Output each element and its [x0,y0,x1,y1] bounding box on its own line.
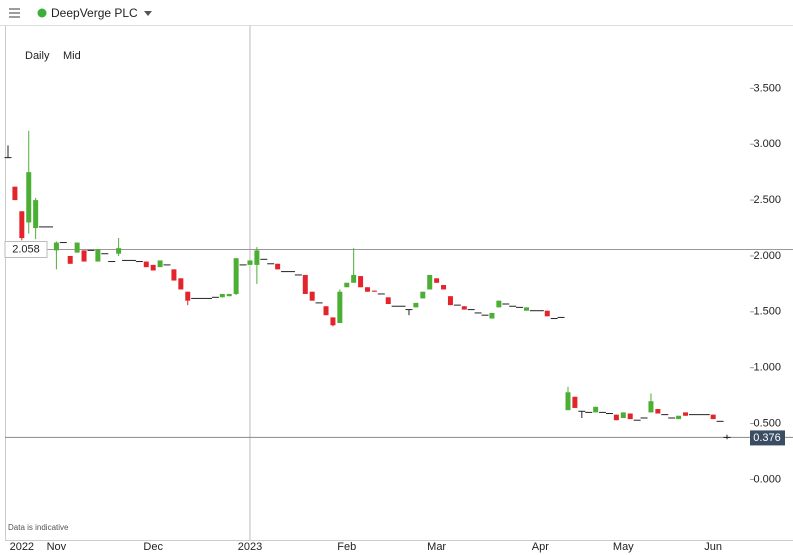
candle-body [655,409,661,414]
candle-body [19,211,25,239]
candle-body [53,242,59,251]
candle-body [81,250,87,262]
candle-body [26,172,32,223]
candle-body [648,401,654,413]
y-tick-label: 2.500 [753,194,781,206]
y-tick-label: 0.500 [753,417,781,429]
candle-body [427,274,433,290]
x-tick-label: Dec [143,541,163,553]
candle-body [461,306,467,310]
candle-body [371,290,377,292]
instrument-title[interactable]: DeepVerge PLC [51,6,138,20]
x-tick-label: 2022 [10,541,34,553]
x-tick-label: May [613,541,634,553]
candle-body [544,310,550,317]
x-tick-label: Nov [47,541,67,553]
candle-body [33,200,39,229]
candle-body [12,186,18,201]
candle-body [275,263,281,270]
menu-icon[interactable] [9,8,20,18]
last-price-label: 0.376 [753,432,781,444]
reference-label: 2.058 [12,243,40,255]
candle-body [441,285,447,290]
x-tick-label: Jun [704,541,722,553]
candle-body [67,255,73,264]
candle-body [593,406,599,413]
candle-body [496,300,502,308]
candle-body [171,269,177,281]
candle-body [683,412,689,416]
x-tick-label: 2023 [238,541,262,553]
candle-body [116,248,122,254]
candle-body [157,260,163,268]
candle-body [309,291,315,301]
y-tick-label: 2.000 [753,250,781,262]
x-tick-label: Mar [427,541,446,553]
candle-body [247,260,253,265]
candle-body [219,293,225,298]
candle-body [385,297,391,305]
candle-body [434,278,440,283]
price-type-label[interactable]: Mid [63,50,81,62]
candle-body [254,250,260,265]
last-price-box [750,430,785,446]
candle-body [447,296,453,306]
candle-body [413,302,419,308]
dropdown-caret[interactable] [144,11,152,16]
y-tick-label: 1.500 [753,306,781,318]
status-dot [37,8,47,18]
candle-body [178,278,184,290]
y-tick-label: 3.000 [753,138,781,150]
candle-body [330,317,336,326]
footnote: Data is indicative [8,523,69,532]
candle-body [337,291,343,324]
candle-body [226,293,232,297]
candle-body [323,306,329,316]
candle-body [620,412,626,418]
candle-body [150,264,156,271]
interval-label[interactable]: Daily [25,50,50,62]
candle-body [710,414,716,420]
candle-body [627,413,633,420]
candle-body [344,282,350,288]
candle-body [365,287,370,292]
candle-body [95,249,101,262]
candle-body [351,274,357,283]
candle-body [233,258,239,294]
x-tick-label: Feb [337,541,356,553]
candle-body [524,307,530,311]
candle-body [613,414,619,421]
candle-body [676,415,682,420]
y-tick-label: 1.000 [753,362,781,374]
y-tick-label: 0.000 [753,473,781,485]
candle-body [185,291,191,301]
candle-body [358,276,364,288]
candle-body [565,392,571,411]
candle-body [572,396,578,408]
y-tick-label: 3.500 [753,82,781,94]
candle-body [74,242,80,253]
x-tick-label: Apr [532,541,549,553]
candle-body [302,274,308,294]
candle-body [420,291,426,299]
candle-body [489,312,495,319]
reference-label-box [4,240,48,258]
candle-body [143,261,149,268]
